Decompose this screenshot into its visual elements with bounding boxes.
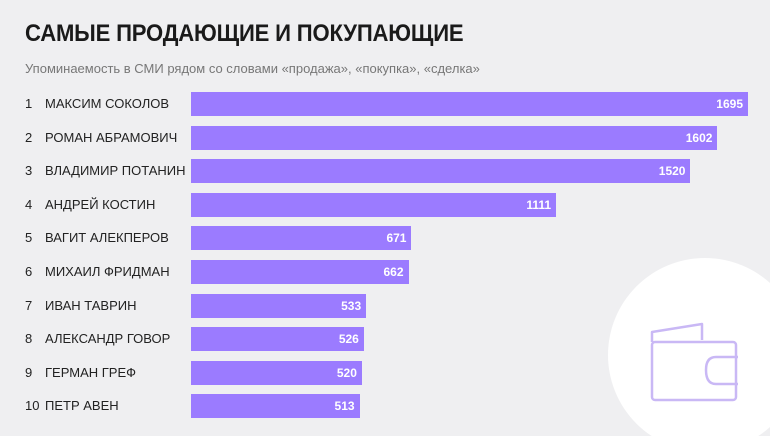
category-label: Александр Говор [45, 331, 171, 347]
category-label: Герман Греф [45, 364, 136, 380]
rank-label: 1 [25, 96, 33, 111]
category-label: Роман Абрамович [45, 129, 178, 145]
category-label: Михаил Фридман [45, 264, 170, 279]
category-label: Вагит Алекперов [45, 230, 169, 246]
category-label: Петр Авен [45, 398, 119, 414]
bar: 1695 [191, 92, 748, 116]
chart-subtitle: Упоминаемость в СМИ рядом со словами «пр… [25, 61, 480, 76]
bar-row: 9 Герман Греф 520 [0, 360, 770, 385]
bar-row: 4 Андрей Костин 1111 [0, 192, 770, 217]
bar-row: 5 Вагит Алекперов 671 [0, 226, 770, 251]
category-label: Андрей Костин [45, 196, 156, 212]
rank-label: 10 [25, 398, 40, 414]
bar-row: 1 Максим Соколов 1695 [0, 92, 770, 116]
bar: 1111 [191, 192, 557, 217]
rank-label: 9 [25, 364, 33, 380]
bar: 520 [191, 360, 362, 385]
bar-row: 3 Владимир Потанин 1520 [0, 159, 770, 184]
chart-title: САМЫЕ ПРОДАЮЩИЕ И ПОКУПАЮЩИЕ [25, 20, 464, 47]
bar: 526 [191, 327, 364, 352]
bar: 533 [191, 293, 367, 318]
data-label: 526 [338, 332, 359, 347]
category-label: Владимир Потанин [45, 163, 186, 179]
bar: 662 [191, 260, 409, 284]
category-label: Максим Соколов [45, 96, 170, 111]
rank-label: 4 [25, 196, 33, 212]
bar: 671 [191, 226, 412, 251]
rank-label: 7 [25, 297, 33, 313]
data-label: 662 [383, 265, 404, 279]
data-label: 1520 [658, 164, 686, 179]
data-label: 671 [386, 231, 407, 246]
rank-label: 6 [25, 264, 33, 279]
data-label: 1111 [526, 197, 552, 212]
rank-label: 2 [25, 129, 33, 145]
bar-row: 6 Михаил Фридман 662 [0, 260, 770, 284]
rank-label: 3 [25, 163, 33, 179]
data-label: 520 [336, 365, 357, 380]
data-label: 1695 [716, 97, 743, 111]
bar: 1602 [191, 125, 718, 150]
data-label: 513 [334, 399, 355, 414]
bar: 513 [191, 394, 360, 419]
data-label: 1602 [685, 130, 713, 145]
bar-row: 10 Петр Авен 513 [0, 394, 770, 419]
bar-row: 8 Александр Говор 526 [0, 327, 770, 352]
bar-row: 2 Роман Абрамович 1602 [0, 125, 770, 150]
rank-label: 8 [25, 331, 33, 347]
rank-label: 5 [25, 230, 33, 246]
category-label: Иван Таврин [45, 297, 137, 313]
data-label: 533 [341, 298, 362, 313]
bar-row: 7 Иван Таврин 533 [0, 293, 770, 318]
bar: 1520 [191, 159, 691, 184]
